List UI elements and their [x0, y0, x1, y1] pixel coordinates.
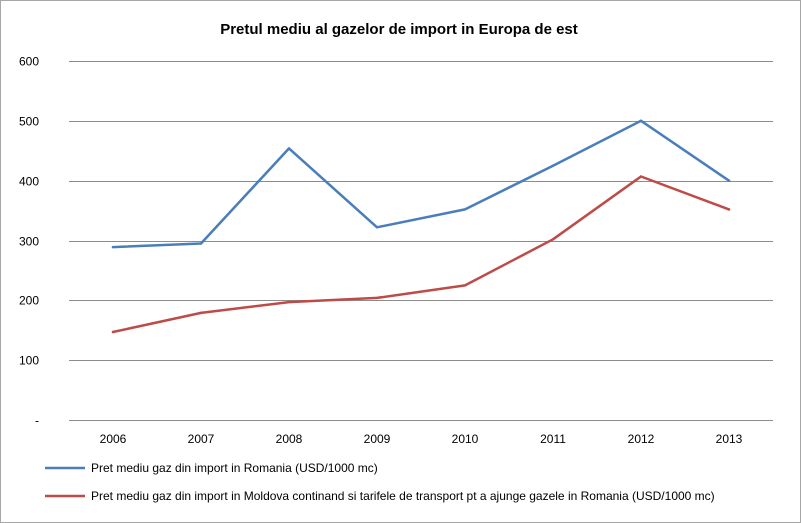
x-tick-label: 2007: [188, 432, 215, 446]
legend-label: Pret mediu gaz din import in Moldova con…: [91, 489, 715, 503]
y-tick-label: 500: [19, 115, 39, 129]
data-point: [639, 175, 643, 178]
data-point: [727, 208, 731, 211]
x-tick-label: 2011: [540, 432, 566, 446]
y-tick-label: 300: [19, 235, 39, 249]
data-point: [375, 226, 379, 229]
x-tick-label: 2009: [364, 432, 391, 446]
data-point: [639, 119, 643, 123]
y-tick-label: 100: [19, 354, 39, 368]
data-point: [199, 242, 203, 245]
series-lines: [111, 119, 731, 334]
x-tick-label: 2008: [276, 432, 303, 446]
data-point: [111, 245, 115, 249]
data-point: [463, 284, 467, 287]
data-point: [111, 330, 115, 334]
gridlines: [69, 61, 773, 421]
x-tick-label: 2013: [716, 432, 743, 446]
data-point: [463, 208, 467, 211]
data-point: [551, 164, 555, 167]
data-point: [727, 179, 731, 182]
chart-title: Pretul mediu al gazelor de import in Eur…: [220, 21, 578, 38]
data-point: [287, 300, 291, 304]
y-tick-label: -: [35, 414, 39, 428]
data-point: [287, 147, 291, 150]
series-line-1: [111, 119, 731, 249]
y-tick-label: 400: [19, 175, 39, 189]
data-point: [551, 238, 555, 241]
x-tick-label: 2010: [452, 432, 479, 446]
y-tick-label: 600: [19, 55, 39, 69]
data-point: [375, 296, 379, 300]
y-axis-tick-labels: - 100 200 300 400 500 600: [19, 55, 39, 428]
x-tick-label: 2006: [100, 432, 127, 446]
x-tick-label: 2012: [628, 432, 655, 446]
series-line-2: [111, 175, 731, 334]
y-tick-label: 200: [19, 294, 39, 308]
data-point: [199, 311, 203, 315]
legend: Pret mediu gaz din import in Romania (US…: [45, 461, 715, 503]
x-axis-tick-labels: 2006 2007 2008 2009 2010 2011 2012 2013: [100, 432, 743, 446]
legend-label: Pret mediu gaz din import in Romania (US…: [91, 461, 378, 475]
